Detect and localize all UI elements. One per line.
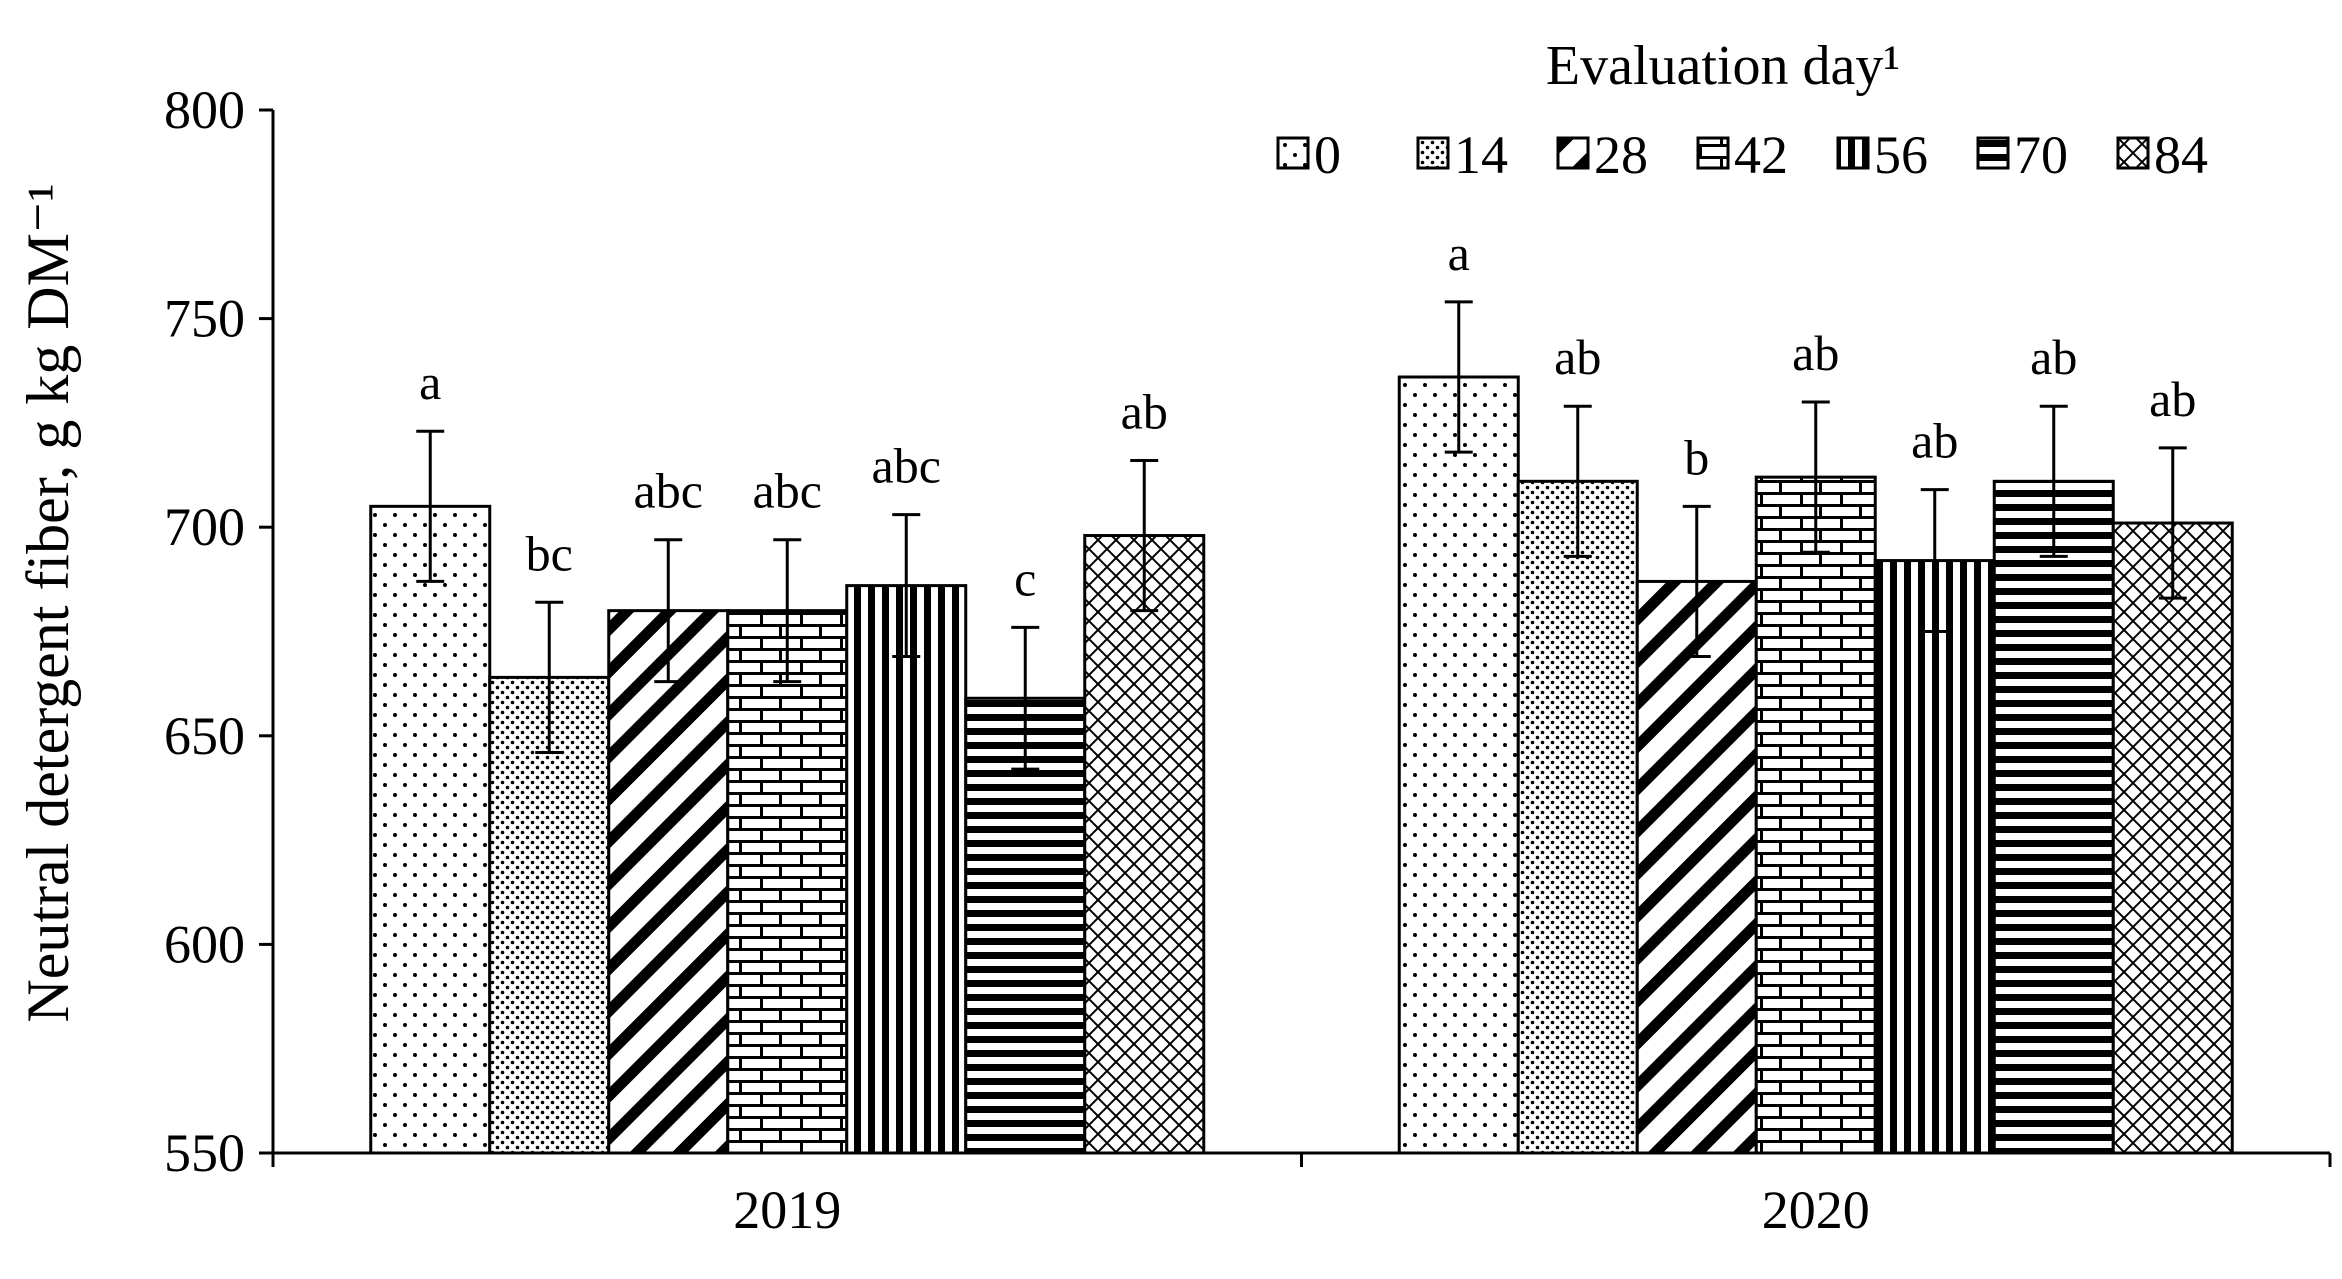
- significance-label: a: [1448, 225, 1470, 281]
- significance-label: ab: [2149, 371, 2196, 427]
- legend-swatch: [1556, 136, 1590, 170]
- legend-entry-label: 84: [2154, 125, 2208, 185]
- y-tick-label: 650: [164, 706, 245, 766]
- significance-label: abc: [634, 463, 703, 519]
- significance-label: bc: [526, 525, 573, 581]
- bar-2019-day-42: [726, 609, 849, 1155]
- significance-label: ab: [1554, 329, 1601, 385]
- legend-entry-label: 70: [2014, 125, 2068, 185]
- significance-label: c: [1014, 550, 1036, 606]
- legend-entry-label: 14: [1454, 125, 1508, 185]
- bar-2020-day-70: [1992, 479, 2115, 1155]
- legend-swatch: [1976, 136, 2010, 170]
- y-tick-label: 600: [164, 914, 245, 974]
- significance-label: abc: [753, 463, 822, 519]
- bar-2019-day-0: [369, 504, 492, 1155]
- bar-2020-day-28: [1635, 579, 1758, 1155]
- y-tick-label: 700: [164, 497, 245, 557]
- significance-label: ab: [2030, 329, 2077, 385]
- bar-2020-day-84: [2111, 521, 2234, 1155]
- x-category-label: 2019: [733, 1180, 841, 1240]
- legend-swatch: [1276, 136, 1310, 170]
- legend-swatch: [1416, 136, 1450, 170]
- bar-2020-day-56: [1873, 559, 1996, 1155]
- legend-swatch: [1836, 136, 1870, 170]
- x-category-label: 2020: [1762, 1180, 1870, 1240]
- significance-label: a: [419, 354, 441, 410]
- bar-2019-day-56: [845, 584, 968, 1155]
- legend-entry-label: 28: [1594, 125, 1648, 185]
- y-tick-label: 800: [164, 80, 245, 140]
- bar-2020-day-42: [1754, 475, 1877, 1155]
- significance-label: abc: [872, 438, 941, 494]
- legend-swatch: [2116, 136, 2150, 170]
- bar-2020-day-14: [1516, 479, 1639, 1155]
- bar-2019-day-84: [1083, 534, 1206, 1155]
- bar-2020-day-0: [1397, 375, 1520, 1155]
- significance-label: b: [1684, 429, 1709, 485]
- significance-label: ab: [1911, 413, 1958, 469]
- legend-entry-label: 42: [1734, 125, 1788, 185]
- bar-2019-day-70: [964, 696, 1087, 1155]
- bar-2019-day-28: [607, 609, 730, 1155]
- significance-label: ab: [1792, 325, 1839, 381]
- legend-title: Evaluation day¹: [1546, 35, 1900, 97]
- y-tick-label: 750: [164, 289, 245, 349]
- legend-entry-label: 0: [1314, 125, 1341, 185]
- y-axis-label: Neutral detergent fiber, g kg DM⁻¹: [15, 183, 81, 1022]
- legend-entry-label: 56: [1874, 125, 1928, 185]
- bar-2019-day-14: [488, 675, 611, 1155]
- legend-swatch: [1696, 136, 1730, 170]
- significance-label: ab: [1121, 383, 1168, 439]
- y-tick-label: 550: [164, 1123, 245, 1183]
- legend: Evaluation day¹ 0 14 28 42 56 70 84: [1276, 35, 2208, 185]
